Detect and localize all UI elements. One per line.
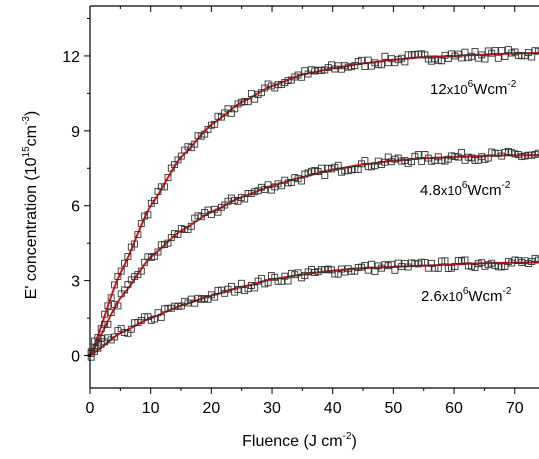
data-point xyxy=(498,47,506,54)
data-point xyxy=(361,63,369,71)
x-tick-label: 10 xyxy=(142,400,160,417)
fit-curve-3 xyxy=(89,261,539,357)
data-point xyxy=(391,266,399,274)
series-label-2: 4.8x106Wcm-2 xyxy=(420,180,511,199)
data-point xyxy=(134,231,142,239)
data-point xyxy=(251,284,259,292)
data-point xyxy=(211,120,219,128)
x-tick-label: 20 xyxy=(202,400,220,417)
x-tick-label: 70 xyxy=(506,400,524,417)
data-point xyxy=(441,257,449,265)
data-point xyxy=(111,281,119,289)
data-point xyxy=(298,73,305,81)
data-point xyxy=(127,325,135,333)
data-point xyxy=(157,313,165,321)
data-point xyxy=(414,151,422,159)
data-point xyxy=(137,267,145,275)
data-point xyxy=(154,248,162,256)
labels: Fluence (J cm-2) E' concentration (1015cm… xyxy=(21,79,517,450)
y-tick-label: 0 xyxy=(71,349,80,366)
data-point xyxy=(114,302,122,310)
data-point xyxy=(284,277,292,285)
data-point xyxy=(471,48,479,56)
data-point xyxy=(534,256,539,264)
data-point xyxy=(131,240,139,248)
data-point xyxy=(458,149,466,156)
data-point xyxy=(104,320,112,328)
x-tick-label: 0 xyxy=(86,400,95,417)
data-point xyxy=(124,253,132,260)
data-point xyxy=(244,98,252,106)
data-point xyxy=(137,220,145,228)
series-label-1: 12x106Wcm-2 xyxy=(430,79,517,98)
y-tick-label: 3 xyxy=(71,274,80,291)
data-point xyxy=(334,161,342,169)
data-points xyxy=(87,46,539,361)
series-1-markers xyxy=(87,46,539,361)
data-point xyxy=(494,54,502,62)
x-tick-label: 60 xyxy=(445,400,463,417)
data-point xyxy=(381,52,389,60)
data-point xyxy=(191,140,199,148)
data-point xyxy=(534,47,539,55)
data-point xyxy=(101,310,109,318)
data-point xyxy=(151,197,159,205)
data-point xyxy=(434,264,442,272)
data-point xyxy=(491,47,499,55)
data-point xyxy=(187,222,195,230)
data-point xyxy=(144,211,152,219)
y-axis-title: E' concentration (1015cm-3) xyxy=(21,111,40,300)
data-point xyxy=(117,267,125,275)
x-tick-label: 50 xyxy=(384,400,402,417)
series-label-3: 2.6x106Wcm-2 xyxy=(421,286,512,305)
data-point xyxy=(164,174,172,181)
series-2-markers xyxy=(87,147,539,356)
data-point xyxy=(211,293,219,301)
data-point xyxy=(161,183,169,191)
axes: 0 10 20 30 40 50 60 70 0 3 6 9 12 xyxy=(62,5,539,417)
data-point xyxy=(107,309,115,317)
data-point xyxy=(237,279,245,287)
data-point xyxy=(534,149,539,157)
data-point xyxy=(107,294,115,302)
x-tick-label: 40 xyxy=(324,400,342,417)
data-point xyxy=(378,61,385,69)
x-axis-title: Fluence (J cm-2) xyxy=(242,431,357,450)
data-point xyxy=(481,55,489,63)
data-point xyxy=(104,302,112,310)
data-point xyxy=(371,268,379,276)
y-tick-label: 12 xyxy=(62,49,80,66)
data-point xyxy=(298,177,305,185)
y-tick-label: 6 xyxy=(71,199,80,216)
data-point xyxy=(401,58,409,66)
data-point xyxy=(321,172,329,179)
data-point xyxy=(501,53,509,60)
data-point xyxy=(418,158,426,165)
data-point xyxy=(318,164,325,172)
series-3-markers xyxy=(87,254,539,357)
data-point xyxy=(121,259,129,267)
data-point xyxy=(368,260,375,268)
data-point xyxy=(264,279,272,287)
x-tick-label: 30 xyxy=(263,400,281,417)
y-tick-label: 9 xyxy=(71,124,80,141)
